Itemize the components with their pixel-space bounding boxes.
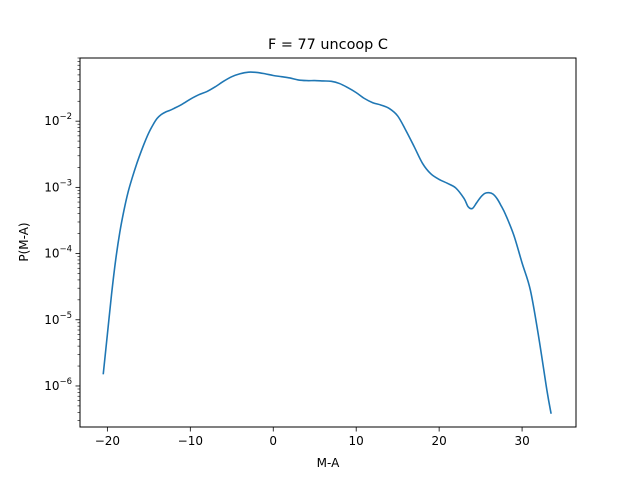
plot-frame <box>79 57 577 428</box>
x-tick-label: −10 <box>178 434 203 448</box>
y-tick-label: 10−5 <box>44 311 72 327</box>
y-tick-label: 10−3 <box>44 178 72 194</box>
x-tick-label: 0 <box>269 434 277 448</box>
x-tick-label: 10 <box>349 434 364 448</box>
x-tick-label: 30 <box>514 434 529 448</box>
y-axis: 10−6 10−5 10−4 10−3 10−2 <box>44 57 80 421</box>
series-layer <box>102 71 552 414</box>
chart-title: F = 77 uncoop C <box>268 37 388 53</box>
plot-area <box>80 58 576 427</box>
series-line <box>102 71 552 414</box>
y-tick-label: 10−6 <box>44 377 72 393</box>
x-axis: −20 −10 0 10 20 30 <box>95 427 530 448</box>
y-tick-label: 10−2 <box>44 112 72 128</box>
x-axis-label: M-A <box>317 456 340 470</box>
y-tick-label: 10−4 <box>44 245 72 261</box>
x-tick-label: −20 <box>95 434 120 448</box>
x-tick-label: 20 <box>432 434 447 448</box>
y-axis-label: P(M-A) <box>17 222 31 261</box>
